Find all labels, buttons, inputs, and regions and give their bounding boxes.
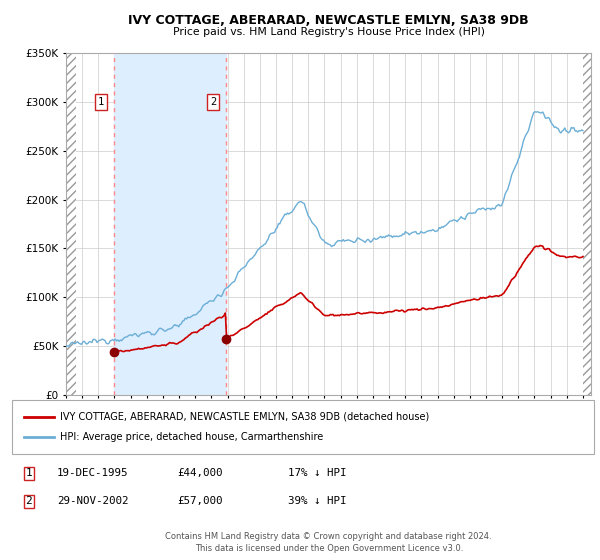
Bar	[66, 53, 76, 395]
Text: IVY COTTAGE, ABERARAD, NEWCASTLE EMLYN, SA38 9DB: IVY COTTAGE, ABERARAD, NEWCASTLE EMLYN, …	[128, 14, 529, 27]
Text: 1: 1	[98, 97, 104, 107]
Text: IVY COTTAGE, ABERARAD, NEWCASTLE EMLYN, SA38 9DB (detached house): IVY COTTAGE, ABERARAD, NEWCASTLE EMLYN, …	[60, 412, 429, 422]
Text: HPI: Average price, detached house, Carmarthenshire: HPI: Average price, detached house, Carm…	[60, 432, 323, 442]
Text: £44,000: £44,000	[177, 468, 223, 478]
Text: £57,000: £57,000	[177, 496, 223, 506]
Bar	[583, 53, 599, 395]
Text: 39% ↓ HPI: 39% ↓ HPI	[288, 496, 347, 506]
Text: 2: 2	[210, 97, 216, 107]
Text: 1: 1	[25, 468, 32, 478]
Text: 29-NOV-2002: 29-NOV-2002	[57, 496, 128, 506]
Text: 17% ↓ HPI: 17% ↓ HPI	[288, 468, 347, 478]
Text: Price paid vs. HM Land Registry's House Price Index (HPI): Price paid vs. HM Land Registry's House …	[173, 27, 485, 37]
Text: 2: 2	[25, 496, 32, 506]
Text: 19-DEC-1995: 19-DEC-1995	[57, 468, 128, 478]
Text: Contains HM Land Registry data © Crown copyright and database right 2024.
This d: Contains HM Land Registry data © Crown c…	[166, 533, 492, 553]
Bar	[114, 53, 226, 395]
